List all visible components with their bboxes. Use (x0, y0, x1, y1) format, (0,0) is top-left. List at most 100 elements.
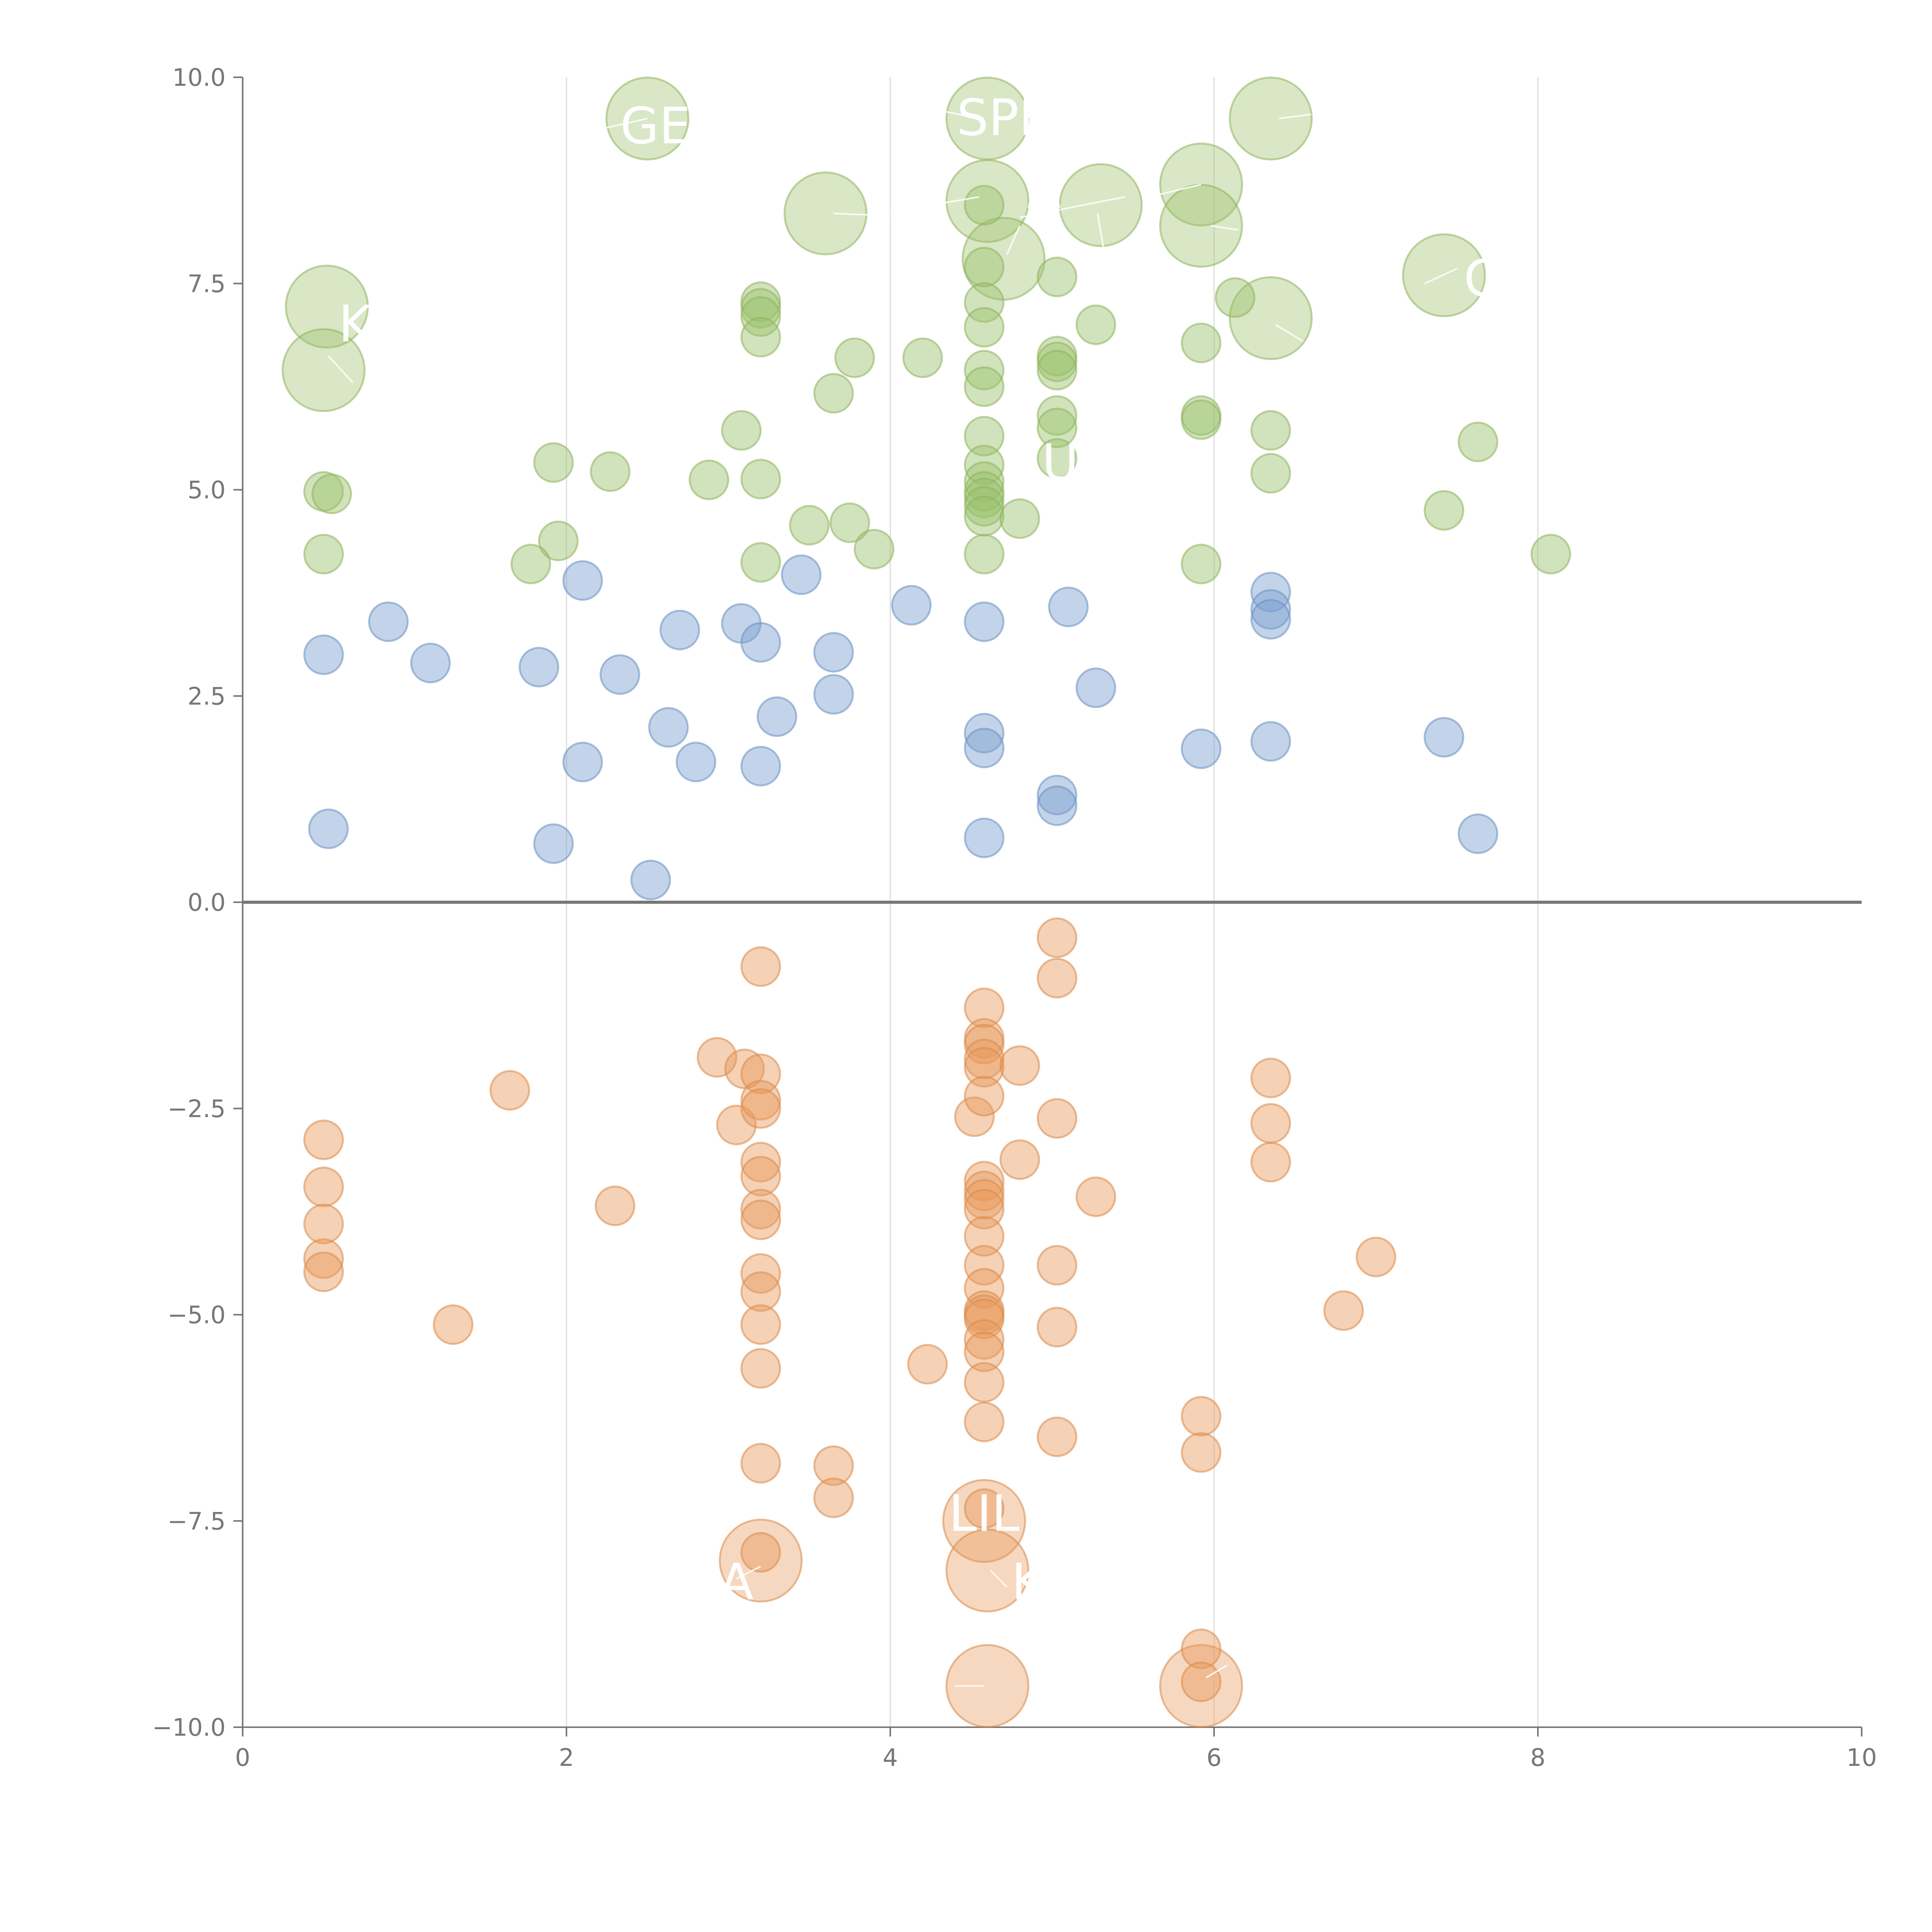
data-point-blue (410, 643, 451, 684)
data-point-blue (562, 742, 603, 782)
data-point-green (829, 502, 870, 543)
data-point-orange (964, 1362, 1005, 1403)
data-point-green (1037, 407, 1078, 448)
data-point-blue (813, 632, 854, 673)
data-point-blue (1250, 599, 1291, 640)
data-point-orange (1323, 1290, 1364, 1331)
data-point-orange (303, 1251, 344, 1292)
data-point-orange (489, 1070, 530, 1111)
data-point-orange (1250, 1142, 1291, 1183)
x-tick-label: 10 (1847, 1743, 1877, 1772)
y-tick-label: −7.5 (167, 1507, 226, 1535)
data-point-orange (813, 1445, 854, 1486)
data-point-green (311, 473, 352, 514)
data-point-green (689, 459, 730, 500)
data-point-orange (740, 1088, 781, 1129)
data-point-green (590, 451, 631, 492)
axis-layer: 0 2 4 6 8 10 10.0 7.5 5.0 2.5 0.0 −2.5 −5.0 −7.5 −10.0 (152, 63, 1877, 1772)
data-point-green (1037, 342, 1078, 383)
data-point-orange (1037, 1098, 1078, 1139)
data-point-green (1531, 534, 1571, 575)
y-tick-label: −2.5 (167, 1095, 226, 1123)
data-point-blue (1458, 813, 1498, 854)
data-point-green (1180, 322, 1221, 363)
data-point-blue (1423, 717, 1464, 758)
data-point-blue (781, 554, 822, 595)
data-point-orange (740, 1253, 781, 1294)
data-point-orange (964, 1047, 1005, 1088)
data-point-blue (368, 601, 409, 642)
data-point-orange (964, 1161, 1005, 1202)
y-tick-label: 2.5 (187, 682, 226, 710)
annotation-leader (906, 196, 980, 210)
data-point-orange (303, 1204, 344, 1245)
y-tick-label: −10.0 (152, 1713, 226, 1742)
data-point-green (303, 534, 344, 575)
data-point-orange (964, 1076, 1005, 1117)
data-point-orange (1037, 1416, 1078, 1457)
point-annotation-label: K (1012, 1553, 1046, 1611)
leader-layer (328, 109, 1458, 1687)
data-point-green (282, 328, 366, 412)
data-point-green (1059, 163, 1143, 247)
x-tick-label: 4 (883, 1743, 898, 1772)
data-point-blue (533, 823, 574, 864)
data-point-green (783, 171, 867, 255)
data-point-blue (1180, 728, 1221, 769)
x-tick-label: 6 (1206, 1743, 1221, 1772)
data-point-orange (303, 1167, 344, 1208)
data-point-green (1229, 77, 1313, 161)
point-annotation-label: GE (620, 97, 691, 155)
data-point-orange (740, 1271, 781, 1312)
data-point-orange (740, 1348, 781, 1389)
data-point-orange (945, 1528, 1029, 1612)
x-tick-label: 8 (1530, 1743, 1545, 1772)
annotation-layer: KL GE SPE A C U LIL A K (338, 88, 1499, 1611)
data-point-green (964, 282, 1005, 323)
data-point-orange (1355, 1236, 1396, 1277)
data-point-blue (648, 707, 689, 748)
data-point-blue (303, 634, 344, 675)
data-point-blue (891, 585, 932, 626)
data-point-blue (1250, 589, 1291, 630)
data-point-orange (716, 1104, 757, 1145)
data-point-orange (964, 1319, 1005, 1360)
data-point-green (1159, 184, 1243, 268)
data-point-green (1037, 257, 1078, 298)
data-point-green (1229, 276, 1313, 360)
data-point-green (945, 159, 1029, 243)
data-point-orange (964, 1488, 1005, 1529)
data-point-orange (595, 1185, 636, 1226)
data-point-green (854, 529, 895, 570)
annotation-leader (990, 1570, 1008, 1588)
data-point-green (740, 317, 781, 358)
data-point-green (740, 542, 781, 583)
data-point-orange (1037, 917, 1078, 958)
data-point-green (964, 478, 1005, 519)
data-point-green (1037, 438, 1078, 479)
data-point-green (1180, 399, 1221, 440)
data-point-orange (740, 1443, 781, 1484)
data-point-green (740, 459, 781, 500)
data-point-orange (740, 1156, 781, 1197)
annotation-leader (1149, 184, 1201, 198)
data-point-blue (1037, 785, 1078, 826)
data-point-orange (964, 1298, 1005, 1339)
annotation-leader (833, 213, 891, 217)
annotation-leader (1206, 1665, 1228, 1679)
data-point-orange (1250, 1103, 1291, 1144)
point-annotation-label: SPE (957, 88, 1051, 147)
point-annotation-label: A (719, 1553, 753, 1611)
data-point-orange (740, 1142, 781, 1183)
data-point-orange (740, 1199, 781, 1240)
data-point-green (964, 307, 1005, 348)
data-point-blue (599, 654, 640, 695)
data-point-orange (964, 1024, 1005, 1065)
data-point-orange (740, 946, 781, 987)
annotation-leader (1275, 324, 1304, 342)
y-tick-label: 5.0 (187, 476, 226, 504)
data-point-orange (964, 987, 1005, 1028)
data-point-green (740, 296, 781, 337)
annotation-leader (1097, 213, 1105, 251)
data-point-green (1214, 277, 1255, 318)
